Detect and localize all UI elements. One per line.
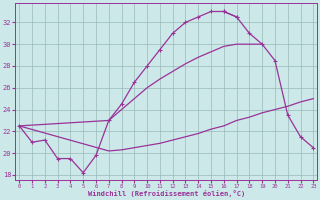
X-axis label: Windchill (Refroidissement éolien,°C): Windchill (Refroidissement éolien,°C): [88, 190, 245, 197]
